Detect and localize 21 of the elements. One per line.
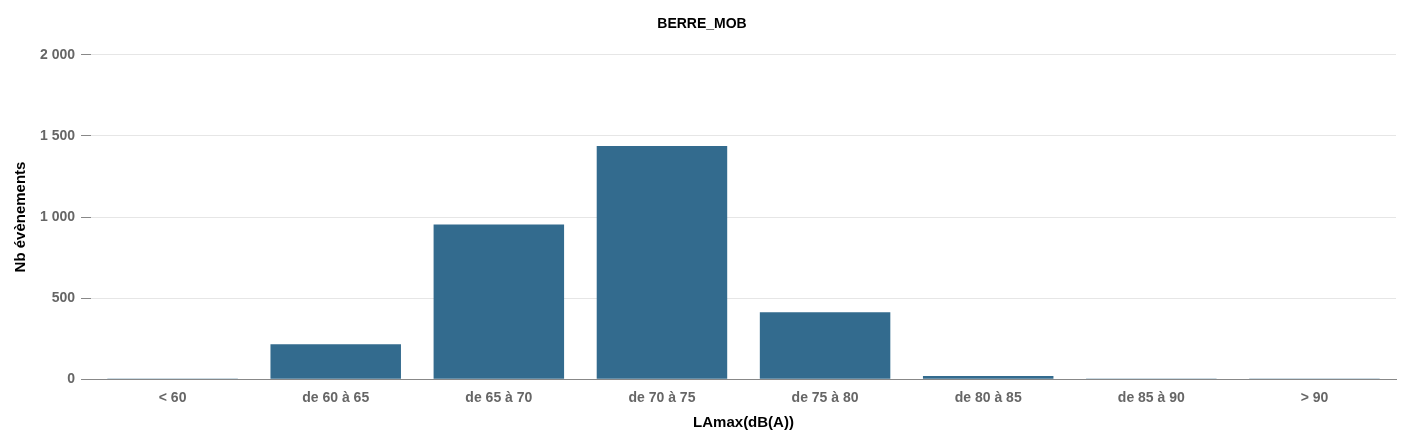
y-tick-label: 1 500 [39, 126, 76, 143]
x-tick-label: > 90 [1300, 389, 1329, 406]
y-tick-label: 0 [67, 370, 76, 387]
y-tick-label: 1 000 [39, 207, 76, 224]
y-tick-label: 2 000 [39, 45, 76, 62]
chart-title: BERRE_MOB [657, 15, 747, 32]
x-tick-label: de 75 à 80 [791, 389, 859, 406]
bar [759, 312, 891, 379]
x-tick-label: < 60 [158, 389, 187, 406]
x-tick-label: de 70 à 75 [628, 389, 696, 406]
y-tick-label: 500 [51, 288, 76, 305]
x-tick-label: de 60 à 65 [302, 389, 370, 406]
x-tick-label: de 80 à 85 [954, 389, 1022, 406]
x-tick-label: de 85 à 90 [1117, 389, 1185, 406]
x-tick-label: de 65 à 70 [465, 389, 533, 406]
bar [596, 145, 728, 379]
y-axis-title: Nb évènements [11, 161, 29, 273]
x-axis-title: LAmax(dB(A)) [693, 413, 794, 431]
bar [922, 375, 1054, 379]
bar [433, 224, 565, 379]
bar [270, 344, 401, 379]
